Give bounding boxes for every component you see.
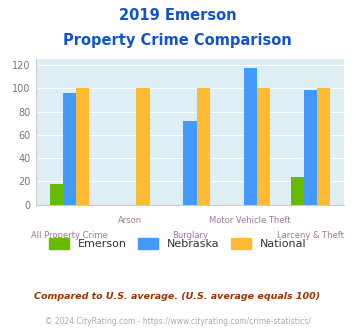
Text: Property Crime Comparison: Property Crime Comparison [63,33,292,48]
Text: Larceny & Theft: Larceny & Theft [277,231,344,240]
Bar [304,90,317,205]
Bar [257,88,270,205]
Text: Arson: Arson [118,216,142,225]
Bar [197,88,210,205]
Bar [136,88,149,205]
Legend: Emerson, Nebraska, National: Emerson, Nebraska, National [44,234,311,253]
Bar [50,184,63,205]
Text: 2019 Emerson: 2019 Emerson [119,8,236,23]
Bar [183,121,197,205]
Bar [63,93,76,205]
Bar [290,177,304,205]
Bar [76,88,89,205]
Text: Compared to U.S. average. (U.S. average equals 100): Compared to U.S. average. (U.S. average … [34,292,321,301]
Bar [244,68,257,205]
Text: Motor Vehicle Theft: Motor Vehicle Theft [209,216,291,225]
Text: All Property Crime: All Property Crime [31,231,108,240]
Bar [317,88,330,205]
Text: Burglary: Burglary [172,231,208,240]
Text: © 2024 CityRating.com - https://www.cityrating.com/crime-statistics/: © 2024 CityRating.com - https://www.city… [45,317,310,326]
